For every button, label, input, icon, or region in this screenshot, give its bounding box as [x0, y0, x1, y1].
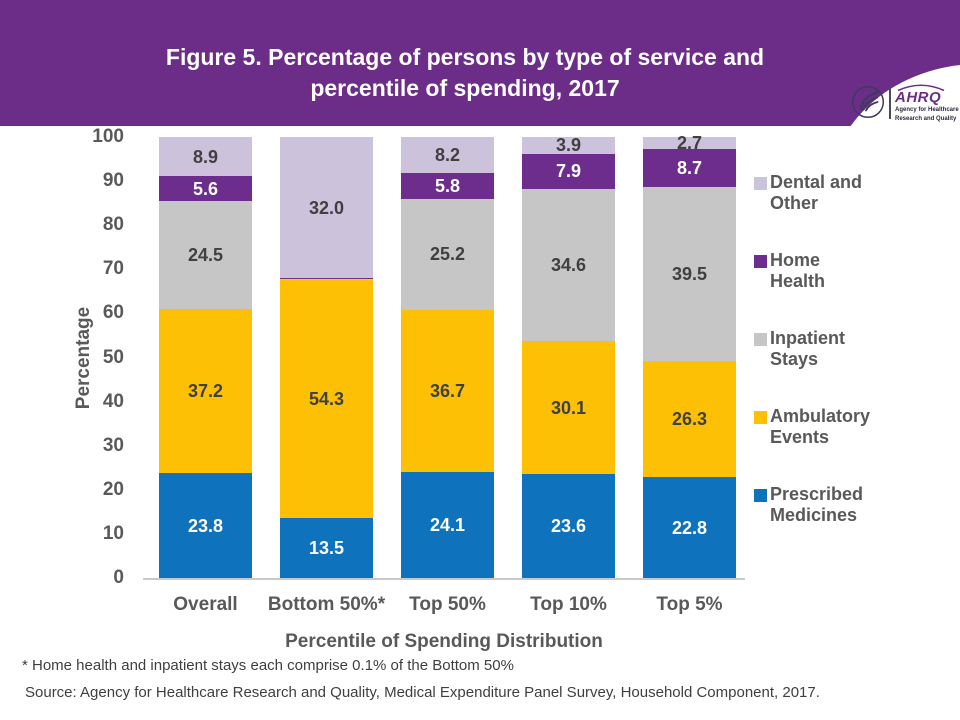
bar-segment: 7.9	[522, 153, 615, 189]
bar-value-label: 36.7	[429, 380, 466, 401]
bar-value-label: 8.7	[676, 158, 703, 179]
bar-segment: 39.5	[643, 187, 736, 362]
ahrq-tagline-line1: Agency for Healthcare	[895, 107, 959, 113]
source-line: Source: Agency for Healthcare Research a…	[25, 684, 820, 701]
bar-value-label: 7.9	[555, 161, 582, 182]
bar-value-label: 13.5	[308, 538, 345, 559]
bar-value-label: 5.6	[192, 178, 219, 199]
bar-segment: 32.0	[280, 137, 373, 279]
bar-segment: 25.2	[401, 198, 494, 310]
bar-segment: 30.1	[522, 341, 615, 474]
legend-item: Dental and Other	[754, 172, 876, 214]
y-tick-label: 40	[102, 390, 124, 412]
y-tick-label: 80	[102, 214, 124, 236]
bar-segment: 3.9	[522, 135, 615, 156]
legend-label: Inpatient Stays	[770, 328, 845, 369]
bar-value-label: 30.1	[550, 397, 587, 418]
y-tick-label: 70	[102, 258, 124, 280]
bar-segment: 26.3	[643, 361, 736, 478]
y-tick-label: 100	[92, 126, 124, 147]
x-axis-line	[143, 578, 745, 580]
bar-value-label: 2.7	[676, 132, 703, 153]
bar-value-label: 37.2	[187, 381, 224, 401]
legend-item: Prescribed Medicines	[754, 484, 876, 526]
legend-item: Inpatient Stays	[754, 328, 876, 370]
bar-segment: 37.2	[159, 308, 252, 474]
bar-value-label: 26.3	[671, 409, 708, 430]
bar-segment: 8.2	[401, 137, 494, 174]
figure-title-line1: Figure 5. Percentage of persons by type …	[165, 44, 765, 70]
y-tick-label: 60	[102, 302, 124, 324]
bar-segment: 23.8	[159, 473, 252, 578]
legend-swatch-icon	[754, 255, 767, 268]
y-tick-label: 90	[102, 170, 124, 192]
legend-item: Home Health	[754, 250, 876, 292]
bar-segment: 5.8	[401, 173, 494, 199]
legend-label: Home Health	[770, 250, 826, 291]
y-tick-label: 30	[102, 434, 124, 456]
legend-item: Ambulatory Events	[754, 406, 876, 448]
logo-divider	[889, 85, 891, 119]
legend-swatch-icon	[754, 333, 767, 346]
bar-value-label: 25.2	[429, 244, 466, 265]
figure-title-line2: percentile of spending, 2017	[310, 75, 620, 101]
y-tick-label: 50	[102, 346, 124, 368]
bar-segment: 24.1	[401, 471, 494, 578]
legend-swatch-icon	[754, 411, 767, 424]
x-category-label: Top 5%	[656, 594, 723, 615]
bar-segment: 22.8	[643, 477, 736, 578]
bar-value-label: 8.9	[192, 146, 219, 167]
bar-segment: 36.7	[401, 309, 494, 472]
figure-title: Figure 5. Percentage of persons by type …	[75, 42, 855, 104]
x-category-label: Top 10%	[530, 594, 607, 615]
ahrq-swoosh-icon	[897, 84, 945, 91]
bar-value-label: 24.5	[187, 244, 224, 265]
bar-value-label: 39.5	[671, 264, 708, 285]
bar-value-label: 54.3	[308, 388, 345, 409]
y-tick-label: 10	[102, 522, 124, 544]
bar-segment: 54.3	[280, 279, 373, 519]
y-tick-label: 20	[102, 478, 124, 500]
bar-segment: 24.5	[159, 200, 252, 309]
x-category-label: Bottom 50%*	[267, 594, 386, 615]
x-axis-title: Percentile of Spending Distribution	[285, 631, 603, 652]
bar-segment: 2.7	[643, 132, 736, 153]
ahrq-tagline-line2: Research and Quality	[895, 116, 957, 122]
footnote-asterisk: * Home health and inpatient stays each c…	[22, 657, 514, 674]
bar-value-label: 8.2	[434, 145, 461, 166]
bar-segment: 13.5	[280, 518, 373, 578]
ahrq-wordmark: AHRQ	[895, 89, 942, 106]
bar-value-label: 3.9	[555, 135, 582, 156]
header-band: Figure 5. Percentage of persons by type …	[0, 0, 960, 126]
legend-label: Ambulatory Events	[770, 406, 871, 447]
legend-label: Prescribed Medicines	[770, 484, 864, 525]
bar-value-label: 24.1	[429, 514, 466, 535]
bar-segment: 8.9	[159, 137, 252, 177]
bar-segment: 8.7	[643, 148, 736, 188]
bar-value-label: 34.6	[550, 254, 587, 275]
y-tick-label: 0	[113, 567, 124, 588]
bar-segment: 34.6	[522, 188, 615, 342]
bar-segment: 5.6	[159, 176, 252, 201]
legend-label: Dental and Other	[770, 172, 863, 213]
legend-swatch-icon	[754, 489, 767, 502]
hhs-eagle-icon	[850, 84, 886, 125]
bar-segment: 23.6	[522, 473, 615, 578]
bar-value-label: 5.8	[434, 175, 461, 196]
bar-value-label: 32.0	[308, 197, 345, 218]
bar-value-label: 23.8	[187, 515, 224, 536]
bar-value-label: 23.6	[550, 515, 587, 536]
ahrq-logo: AHRQ Agency for Healthcare Research and …	[850, 84, 959, 125]
x-category-label: Top 50%	[409, 594, 486, 615]
legend-swatch-icon	[754, 177, 767, 190]
x-category-label: Overall	[173, 594, 238, 615]
bar-value-label: 22.8	[671, 517, 708, 538]
